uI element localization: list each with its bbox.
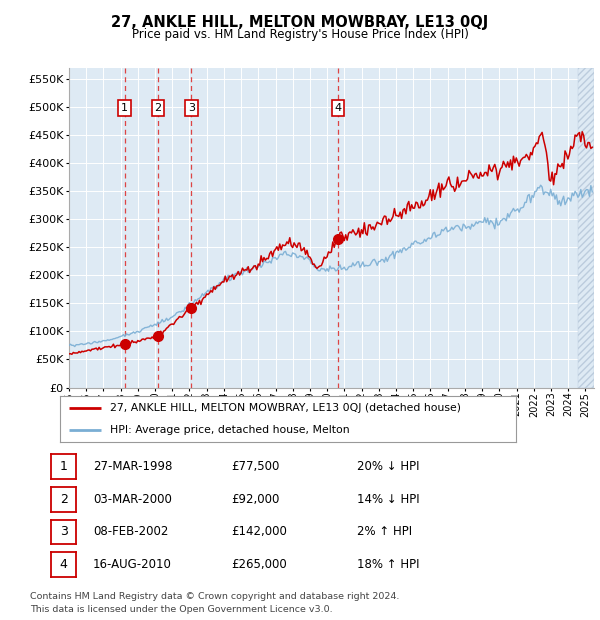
Text: £142,000: £142,000: [231, 526, 287, 538]
Text: 1: 1: [121, 103, 128, 113]
Text: 03-MAR-2000: 03-MAR-2000: [93, 493, 172, 505]
Text: This data is licensed under the Open Government Licence v3.0.: This data is licensed under the Open Gov…: [30, 604, 332, 614]
Text: 3: 3: [188, 103, 195, 113]
Text: £265,000: £265,000: [231, 559, 287, 571]
Text: 20% ↓ HPI: 20% ↓ HPI: [357, 460, 419, 472]
Text: £92,000: £92,000: [231, 493, 280, 505]
Bar: [578, 68, 594, 388]
Text: 27-MAR-1998: 27-MAR-1998: [93, 460, 172, 472]
Text: 4: 4: [334, 103, 341, 113]
Text: Contains HM Land Registry data © Crown copyright and database right 2024.: Contains HM Land Registry data © Crown c…: [30, 592, 400, 601]
Text: 2: 2: [154, 103, 161, 113]
Text: £77,500: £77,500: [231, 460, 280, 472]
Text: Price paid vs. HM Land Registry's House Price Index (HPI): Price paid vs. HM Land Registry's House …: [131, 28, 469, 41]
Text: HPI: Average price, detached house, Melton: HPI: Average price, detached house, Melt…: [110, 425, 350, 435]
Text: 16-AUG-2010: 16-AUG-2010: [93, 559, 172, 571]
Text: 4: 4: [59, 559, 68, 571]
Text: 14% ↓ HPI: 14% ↓ HPI: [357, 493, 419, 505]
Text: 2: 2: [59, 493, 68, 505]
Text: 27, ANKLE HILL, MELTON MOWBRAY, LE13 0QJ: 27, ANKLE HILL, MELTON MOWBRAY, LE13 0QJ: [112, 16, 488, 30]
Text: 18% ↑ HPI: 18% ↑ HPI: [357, 559, 419, 571]
Text: 2% ↑ HPI: 2% ↑ HPI: [357, 526, 412, 538]
Text: 1: 1: [59, 460, 68, 472]
Text: 3: 3: [59, 526, 68, 538]
Text: 27, ANKLE HILL, MELTON MOWBRAY, LE13 0QJ (detached house): 27, ANKLE HILL, MELTON MOWBRAY, LE13 0QJ…: [110, 403, 461, 413]
Polygon shape: [578, 68, 594, 388]
Text: 08-FEB-2002: 08-FEB-2002: [93, 526, 169, 538]
